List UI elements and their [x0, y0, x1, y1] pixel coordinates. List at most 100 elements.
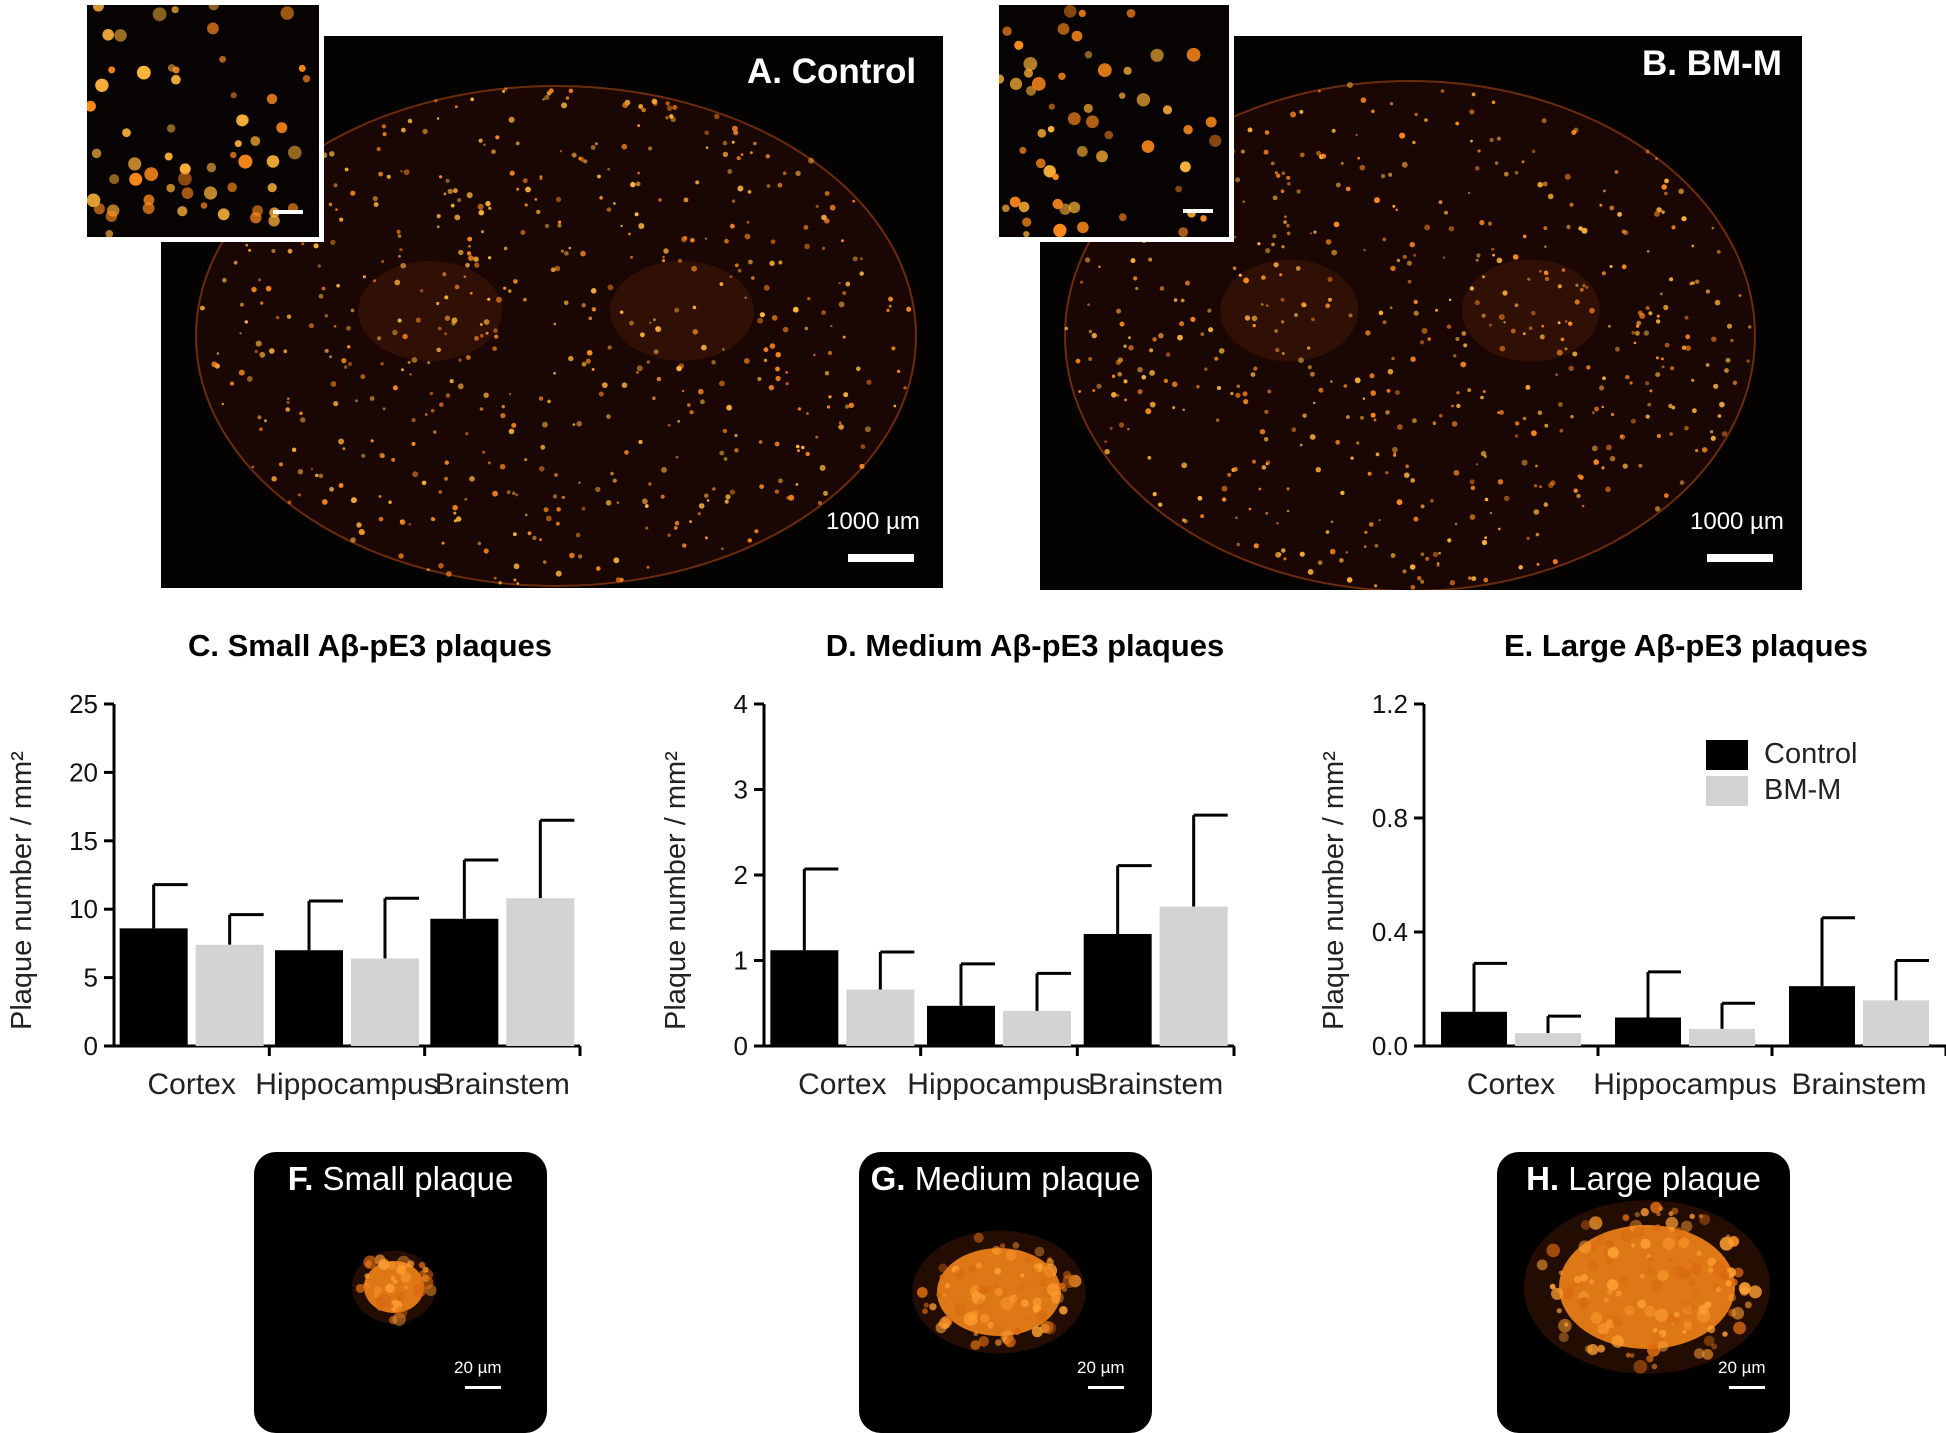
plaque-dot [399, 519, 406, 525]
plaque-dot [166, 183, 175, 193]
plaque-grain [1687, 1278, 1696, 1287]
plaque-dot [689, 520, 692, 523]
plaque-dot [513, 563, 520, 570]
bar [506, 898, 575, 1046]
plaque-dot [543, 507, 549, 513]
plaque-dot [1661, 365, 1665, 369]
sample-label-small: Small plaque [322, 1160, 514, 1197]
plaque-dot [1497, 527, 1501, 531]
plaque-grain [1691, 1288, 1701, 1298]
plaque-dot [1420, 552, 1425, 556]
plaque-dot [564, 251, 569, 256]
plaque-dot [1359, 164, 1366, 171]
plaque-dot [1432, 551, 1439, 558]
plaque-dot [399, 248, 403, 252]
x-tick-label: Brainstem [1088, 1068, 1223, 1101]
plaque-dot [1363, 545, 1367, 548]
plaque-grain [1657, 1270, 1669, 1281]
plaque-dot [1200, 215, 1207, 222]
plaque-grain [397, 1294, 402, 1299]
plaque-grain [1665, 1216, 1679, 1230]
sample-scale-label-small: 20 µm [454, 1358, 502, 1377]
plaque-dot [544, 95, 550, 100]
plaque-dot [734, 263, 739, 268]
plaque-dot [266, 155, 280, 168]
plaque-dot [380, 454, 385, 458]
plaque-dot [1471, 92, 1476, 97]
plaque-dot [1119, 92, 1126, 99]
plaque-dot [1345, 551, 1348, 554]
plaque-dot [102, 29, 114, 41]
plaque-dot [743, 358, 750, 364]
plaque-dot [1474, 300, 1480, 306]
plaque-dot [622, 102, 629, 108]
plaque-dot [1589, 307, 1595, 314]
plaque-dot [1365, 330, 1371, 336]
plaque-dot [392, 385, 398, 391]
plaque-dot [1456, 403, 1461, 409]
plaque-dot [394, 279, 401, 286]
plaque-dot [1661, 184, 1667, 190]
plaque-dot [1669, 277, 1674, 282]
plaque-dot [1200, 332, 1205, 336]
plaque-dot [1430, 499, 1434, 503]
plaque-grain [392, 1312, 406, 1326]
plaque-dot [1617, 212, 1622, 217]
plaque-dot [1235, 177, 1241, 183]
plaque-dot [838, 424, 844, 430]
plaque-dot [230, 92, 237, 99]
plaque-dot [1655, 372, 1661, 378]
plaque-grain [364, 1273, 370, 1279]
plaque-dot [692, 329, 699, 335]
plaque-grain [1681, 1220, 1693, 1232]
plaque-dot [258, 278, 262, 282]
plaque-dot [1569, 202, 1574, 207]
plaque-dot [1637, 310, 1643, 316]
plaque-dot [1318, 89, 1321, 93]
plaque-dot [445, 393, 451, 398]
plaque-dot [266, 93, 278, 105]
plaque-dot [550, 267, 556, 273]
plaque-dot [1271, 242, 1275, 247]
plaque-dot [759, 312, 766, 318]
plaque-dot [786, 496, 790, 500]
plaque-dot [1318, 387, 1324, 393]
plaque-dot [555, 570, 562, 577]
plaque-grain [1681, 1300, 1687, 1306]
plaque-dot [1265, 511, 1269, 515]
plaque-dot [817, 501, 822, 505]
plaque-dot [1467, 388, 1472, 393]
plaque-grain [1606, 1258, 1614, 1266]
plaque-dot [1048, 103, 1055, 110]
plaque-dot [542, 421, 548, 428]
plaque-dot [1633, 341, 1637, 345]
plaque-grain [374, 1254, 386, 1266]
plaque-dot [1281, 245, 1285, 249]
plaque-dot [1514, 171, 1519, 175]
plaque-dot [704, 237, 708, 240]
plaque-dot [624, 450, 629, 455]
plaque-dot [1059, 203, 1071, 215]
plaque-grain [1728, 1236, 1739, 1247]
plaque-dot [856, 366, 861, 372]
plaque-dot [1469, 286, 1474, 291]
plaque-grain [1536, 1259, 1548, 1271]
plaque-dot [400, 262, 406, 269]
plaque-dot [330, 381, 337, 387]
plaque-dot [1098, 265, 1101, 269]
plaque-grain [396, 1264, 407, 1275]
plaque-grain [987, 1321, 994, 1329]
plaque-dot [1647, 402, 1652, 407]
plaque-dot [181, 187, 194, 199]
x-tick-label: Cortex [147, 1068, 235, 1101]
plaque-dot [285, 407, 290, 412]
plaque-dot [523, 297, 527, 302]
plaque-dot [1710, 435, 1716, 441]
plaque-dot [426, 568, 430, 572]
plaque-dot [467, 236, 473, 242]
plaque-dot [897, 369, 901, 373]
plaque-dot [540, 444, 546, 450]
plaque-dot [719, 380, 725, 387]
inset-control-image [87, 5, 311, 237]
plaque-dot [1671, 225, 1676, 230]
